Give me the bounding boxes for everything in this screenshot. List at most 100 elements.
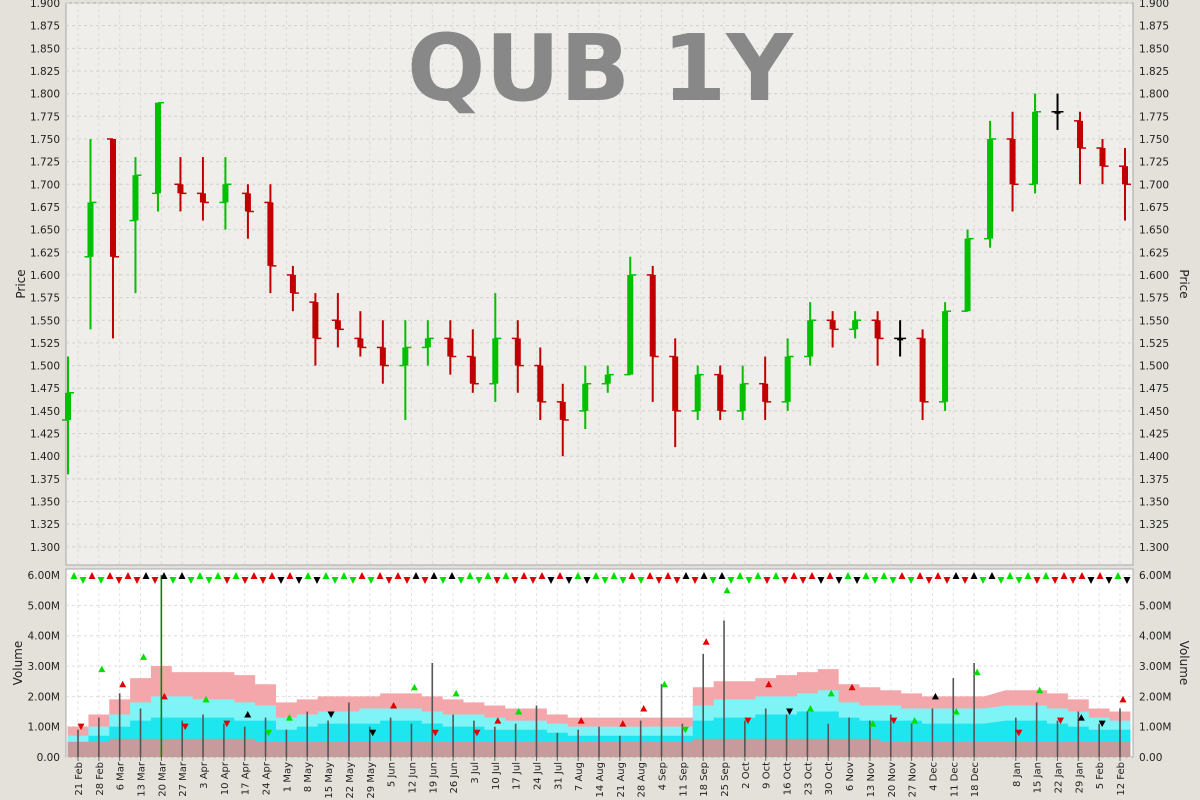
top-signal-arrow-down	[295, 577, 303, 584]
volume-signal-marker	[452, 689, 460, 697]
ohlc-body	[177, 184, 184, 194]
price-tick-label-right: 1.425	[1139, 429, 1169, 441]
price-tick-label-right: 1.450	[1139, 406, 1169, 418]
date-tick-label: 11 Sep	[678, 762, 689, 797]
volume-tick-label-right: 1.00M	[1139, 722, 1171, 734]
ohlc-bar	[331, 293, 344, 348]
volume-axis-label-left: Volume	[11, 641, 25, 686]
top-signal-arrow-up	[844, 572, 852, 579]
top-signal-arrow-down	[565, 577, 573, 584]
volume-signal-marker	[640, 704, 648, 712]
ohlc-body	[964, 238, 971, 312]
volume-signal-marker	[77, 723, 85, 731]
price-axis-right: 1.300 1.325 1.350 1.375 1.400 1.425 1.450 1.475…	[1139, 0, 1169, 554]
ohlc-bar	[1029, 93, 1042, 194]
top-signal-arrow-up	[502, 572, 510, 579]
ohlc-body	[604, 374, 611, 384]
top-signal-arrow-up	[484, 572, 492, 579]
top-signal-arrow-down	[331, 577, 339, 584]
date-tick-label: 23 Oct	[803, 762, 814, 795]
price-tick-label-left: 1.675	[30, 202, 60, 214]
volume-signal-marker	[410, 683, 418, 691]
price-tick-label-left: 1.825	[30, 66, 60, 78]
date-tick-label: 11 Dec	[949, 762, 960, 797]
volume-signal-marker	[369, 729, 377, 737]
volume-signal-marker	[702, 638, 710, 645]
price-tick-label-right: 1.475	[1139, 383, 1169, 395]
ohlc-body	[559, 401, 566, 420]
ohlc-bar	[151, 101, 164, 212]
date-tick-label: 21 Feb	[74, 762, 85, 796]
top-signal-arrow-down	[619, 577, 627, 584]
price-tick-label-left: 1.400	[30, 451, 60, 463]
top-signal-arrow-down	[79, 577, 87, 584]
price-tick-label-left: 1.300	[30, 542, 60, 554]
volume-signal-marker	[577, 717, 585, 724]
price-axis-label-right: Price	[1177, 269, 1191, 298]
price-tick-label-right: 1.375	[1139, 474, 1169, 486]
ohlc-bar	[84, 138, 97, 330]
price-tick-label-right: 1.900	[1139, 0, 1169, 10]
top-signal-arrow-down	[1105, 577, 1113, 584]
ohlc-bar	[1119, 148, 1131, 221]
volume-signal-marker	[223, 720, 231, 728]
volume-signal-marker	[140, 653, 148, 660]
date-tick-label: 8 Jan	[1012, 762, 1023, 787]
volume-tick-label-left: 0.00	[37, 752, 60, 764]
volume-tick-label-left: 5.00M	[28, 600, 60, 612]
price-tick-label-right: 1.750	[1139, 134, 1169, 146]
date-tick-label: 22 Jan	[1053, 762, 1064, 793]
top-signal-arrow-down	[1015, 577, 1023, 584]
volume-signal-marker	[1015, 729, 1023, 737]
top-signal-arrow-up	[916, 572, 924, 579]
date-tick-label: 20 Nov	[887, 762, 898, 798]
volume-bars	[77, 575, 1121, 757]
volume-signal-marker	[244, 711, 252, 718]
top-signal-arrow-down	[925, 577, 933, 584]
date-tick-label: 4 Sep	[658, 762, 669, 790]
top-signal-arrow-down	[133, 577, 141, 584]
price-ohlc-bars	[62, 93, 1131, 475]
ohlc-bar	[1051, 93, 1064, 130]
volume-signal-marker	[494, 717, 502, 724]
volume-signal-marker	[681, 726, 689, 734]
ohlc-body	[289, 274, 296, 294]
ohlc-body	[87, 202, 94, 257]
date-tick-label: 4 Dec	[928, 762, 939, 791]
chart-title: QUB 1Y	[407, 15, 794, 122]
volume-signal-marker	[786, 708, 794, 716]
ohlc-body	[222, 184, 229, 203]
top-signal-arrow-up	[718, 572, 726, 579]
top-signal-arrow-up	[250, 572, 258, 579]
top-signal-arrow-down	[817, 577, 825, 584]
top-signal-arrow-down	[439, 577, 447, 584]
price-tick-label-right: 1.850	[1139, 43, 1169, 55]
price-gridlines	[66, 2, 1133, 565]
volume-tick-label-right: 0.00	[1139, 752, 1162, 764]
volume-signal-markers	[77, 586, 1127, 737]
top-signal-arrow-up	[196, 572, 204, 579]
price-tick-label-right: 1.825	[1139, 66, 1169, 78]
ohlc-body	[334, 320, 341, 330]
ohlc-body	[469, 356, 476, 384]
date-tick-label: 27 Mar	[178, 761, 189, 797]
ohlc-bar	[241, 184, 254, 239]
ohlc-bar	[466, 329, 479, 393]
volume-signal-marker	[723, 586, 731, 594]
ohlc-bar	[826, 311, 839, 348]
top-signal-arrow-up	[1114, 572, 1122, 579]
top-signal-arrow-down	[259, 577, 267, 584]
date-tick-label: 8 May	[303, 762, 314, 792]
price-tick-label-left: 1.525	[30, 338, 60, 350]
top-signal-arrow-down	[907, 577, 915, 584]
ohlc-bar	[309, 293, 322, 366]
price-tick-label-left: 1.900	[30, 0, 60, 10]
ohlc-bar	[511, 320, 524, 393]
top-signal-arrow-down	[313, 577, 321, 584]
price-tick-label-right: 1.500	[1139, 361, 1169, 373]
top-signal-arrow-down	[223, 577, 231, 584]
top-signal-arrow-up	[268, 572, 276, 579]
date-axis: 21 Feb 28 Feb 6 Mar 13 Mar 20 Mar 27 Mar 3 Apr…	[74, 757, 1127, 799]
top-signal-arrow-up	[232, 572, 240, 579]
ohlc-bar	[62, 356, 74, 475]
